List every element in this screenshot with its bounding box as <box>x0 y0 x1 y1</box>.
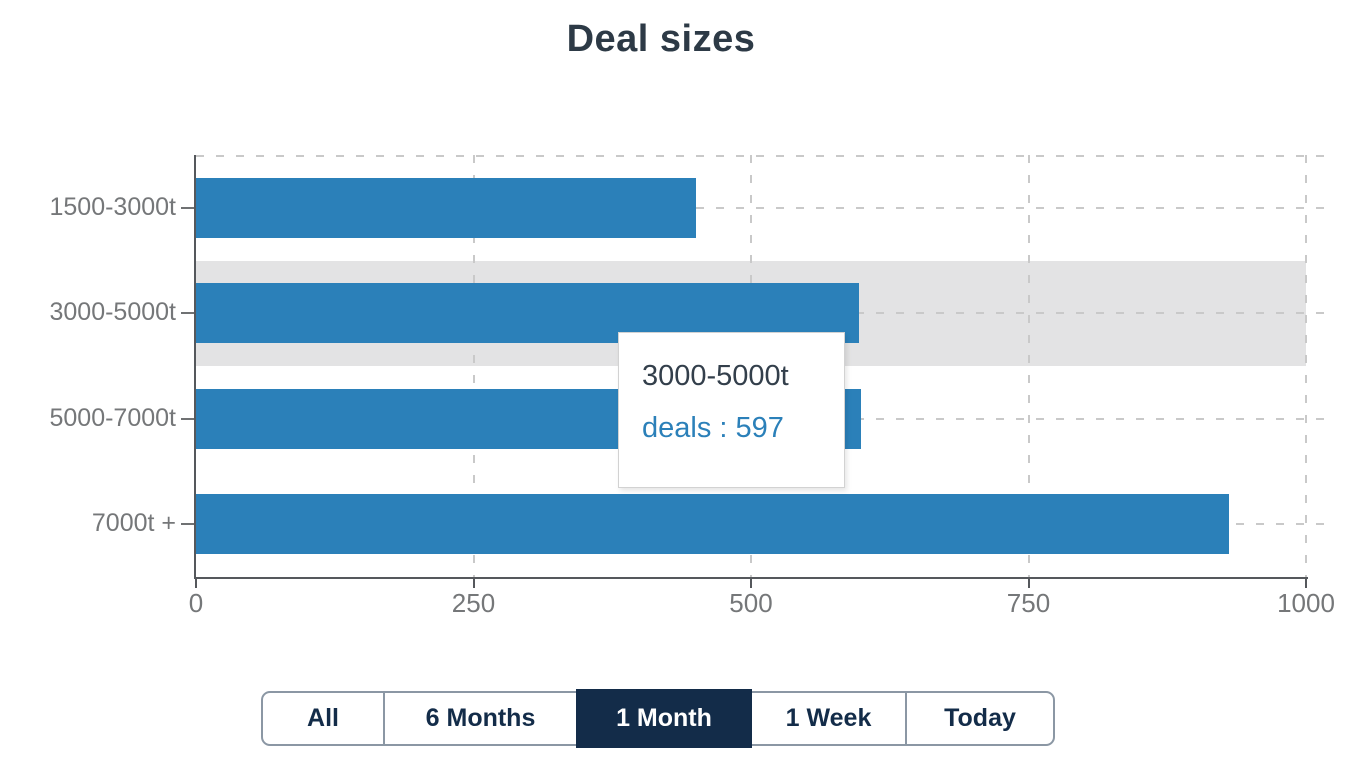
bar-1500-3000t[interactable] <box>196 177 696 238</box>
x-axis-tick-250 <box>472 579 475 588</box>
filter-button-1-month[interactable]: 1 Month <box>576 688 752 748</box>
x-axis-line <box>194 577 1308 579</box>
x-axis-tick-label-0: 0 <box>188 588 204 618</box>
gridline-plot-top <box>196 155 1332 157</box>
y-axis-tick-5000-7000t <box>181 417 194 420</box>
bar-7000t[interactable] <box>196 494 1230 555</box>
bar-chart-plot-area: 0 250 500 750 1000 1500-3000t 3000-5000t 5000-7… <box>49 155 1335 618</box>
time-filter-button-group: All 6 Months 1 Month 1 Week Today <box>261 688 1055 748</box>
category-label-7000t: 7000t + <box>91 509 176 538</box>
x-axis-tick-500 <box>750 579 752 588</box>
filter-button-1-week[interactable]: 1 Week <box>750 690 907 746</box>
gridline-x-250 <box>472 155 475 577</box>
filter-button-today[interactable]: Today <box>905 690 1055 746</box>
y-axis-tick-1500-3000t <box>181 206 194 209</box>
x-axis-tick-750 <box>1027 579 1030 588</box>
x-axis-tick-label-1000: 1000 <box>1277 588 1335 618</box>
x-axis-tick-label-500: 500 <box>729 588 773 618</box>
gridline-x-750 <box>1027 155 1030 577</box>
x-axis-tick-1000 <box>1305 579 1307 588</box>
category-label-1500-3000t: 1500-3000t <box>49 192 176 221</box>
x-axis-tick-0 <box>195 579 197 588</box>
y-axis-tick-3000-5000t <box>181 312 194 315</box>
filter-button-all[interactable]: All <box>261 690 385 746</box>
y-axis-line <box>194 155 196 579</box>
x-axis-tick-label-750: 750 <box>1006 588 1051 618</box>
x-axis-tick-label-250: 250 <box>451 588 496 618</box>
y-axis-tick-7000t <box>181 523 194 526</box>
chart-title: Deal sizes <box>566 18 756 60</box>
gridline-row-1500-3000t <box>196 206 1332 209</box>
gridline-x-1000 <box>1305 155 1307 577</box>
tooltip-value-text: deals : 597 <box>642 412 784 444</box>
tooltip-category-label: 3000-5000t <box>642 360 789 392</box>
category-label-5000-7000t: 5000-7000t <box>49 403 176 432</box>
category-label-3000-5000t: 3000-5000t <box>49 298 176 327</box>
filter-button-6-months[interactable]: 6 Months <box>383 690 578 746</box>
chart-tooltip: 3000-5000t deals : 597 <box>618 332 845 488</box>
